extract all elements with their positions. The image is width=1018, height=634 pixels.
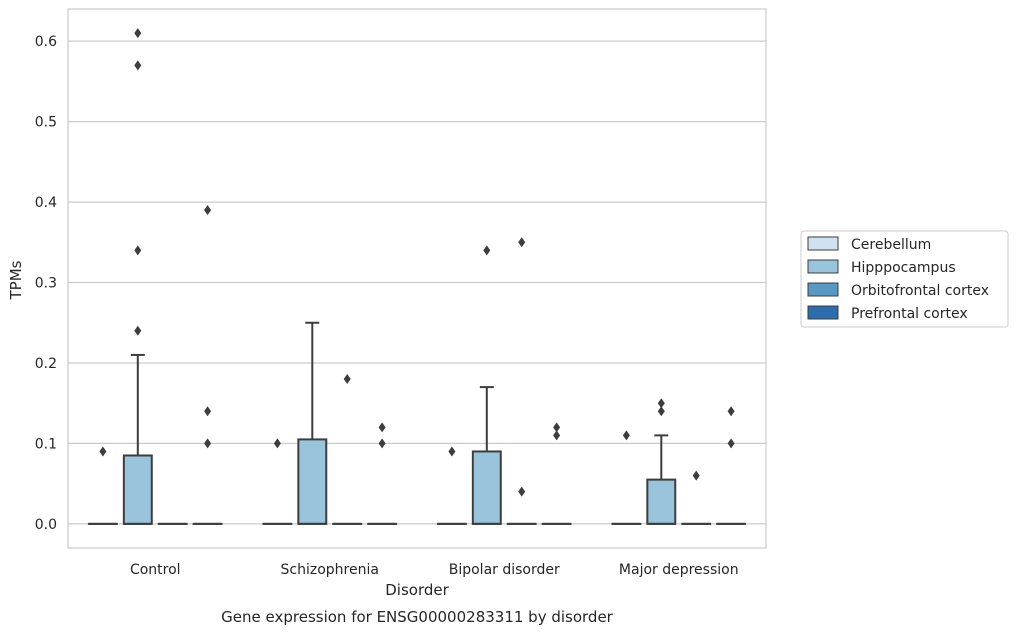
outlier-point <box>518 486 526 497</box>
box-cerebellum <box>87 446 118 525</box>
chart-title: Gene expression for ENSG00000283311 by d… <box>221 608 614 626</box>
outlier-point <box>134 28 142 39</box>
box-body <box>297 438 328 525</box>
outlier-point <box>553 422 561 433</box>
box-hipppocampus <box>297 321 328 525</box>
y-tick-label: 0.5 <box>35 115 57 131</box>
box-prefrontal-cortex <box>716 406 747 525</box>
outlier-point <box>727 406 735 417</box>
legend: Cerebellum Hipppocampus Orbitofrontal cort… <box>800 230 1009 328</box>
outlier-point <box>518 237 526 248</box>
x-tick-label: Bipolar disorder <box>449 562 560 578</box>
outlier-point <box>378 422 386 433</box>
box-orbitofrontal-cortex <box>332 374 363 525</box>
outlier-point <box>343 374 351 385</box>
legend-frame <box>800 230 1009 328</box>
outlier-point <box>273 438 281 449</box>
outlier-point <box>99 446 107 457</box>
outlier-point <box>134 245 142 256</box>
plot-area-background <box>68 9 766 548</box>
y-tick-label: 0.1 <box>35 436 57 452</box>
legend-label: Hipppocampus <box>851 260 956 276</box>
y-tick-label: 0.2 <box>35 356 57 372</box>
outlier-point <box>448 446 456 457</box>
box-prefrontal-cortex <box>541 422 572 525</box>
legend-label: Cerebellum <box>851 237 931 253</box>
x-tick-label: Control <box>130 562 181 578</box>
box-hipppocampus <box>471 245 502 525</box>
box-body <box>122 454 153 525</box>
outlier-point <box>553 430 561 441</box>
outlier-point <box>727 438 735 449</box>
legend-swatch <box>807 282 839 297</box>
box-prefrontal-cortex <box>367 422 398 525</box>
box-orbitofrontal-cortex <box>681 470 712 525</box>
legend-swatch <box>807 236 839 251</box>
outlier-point <box>134 325 142 336</box>
legend-label: Prefrontal cortex <box>851 306 968 322</box>
y-tick-label: 0.3 <box>35 276 57 292</box>
plot-frame <box>67 8 767 549</box>
outlier-point <box>657 406 665 417</box>
outlier-point <box>378 438 386 449</box>
legend-label: Orbitofrontal cortex <box>851 283 989 299</box>
box-body <box>646 478 677 525</box>
outlier-point <box>622 430 630 441</box>
outlier-point <box>204 406 212 417</box>
x-tick-labels: Control Schizophrenia Bipolar disorder Majo… <box>130 562 739 578</box>
outlier-point <box>657 398 665 409</box>
x-tick-label: Schizophrenia <box>281 562 379 578</box>
outlier-point <box>204 205 212 216</box>
outlier-point <box>134 60 142 71</box>
box-cerebellum <box>262 438 293 525</box>
legend-swatch <box>807 305 839 320</box>
box-prefrontal-cortex <box>192 205 223 525</box>
box-hipppocampus <box>646 398 677 525</box>
box-hipppocampus <box>122 28 153 525</box>
y-tick-labels: 0.0 0.1 0.2 0.3 0.4 0.5 0.6 <box>35 34 57 533</box>
x-tick-label: Major depression <box>619 562 739 578</box>
box-body <box>471 450 502 525</box>
box-cerebellum <box>436 446 467 525</box>
outlier-point <box>204 438 212 449</box>
box-cerebellum <box>611 430 642 525</box>
box-groups <box>87 28 747 525</box>
y-tick-label: 0.6 <box>35 34 57 50</box>
outlier-point <box>483 245 491 256</box>
y-tick-label: 0.4 <box>35 195 57 211</box>
outlier-point <box>692 470 700 481</box>
legend-swatch <box>807 259 839 274</box>
y-tick-label: 0.0 <box>35 517 57 533</box>
y-axis-label: TPMs <box>7 260 25 300</box>
box-orbitofrontal-cortex <box>506 237 537 525</box>
x-axis-label: Disorder <box>385 581 449 599</box>
